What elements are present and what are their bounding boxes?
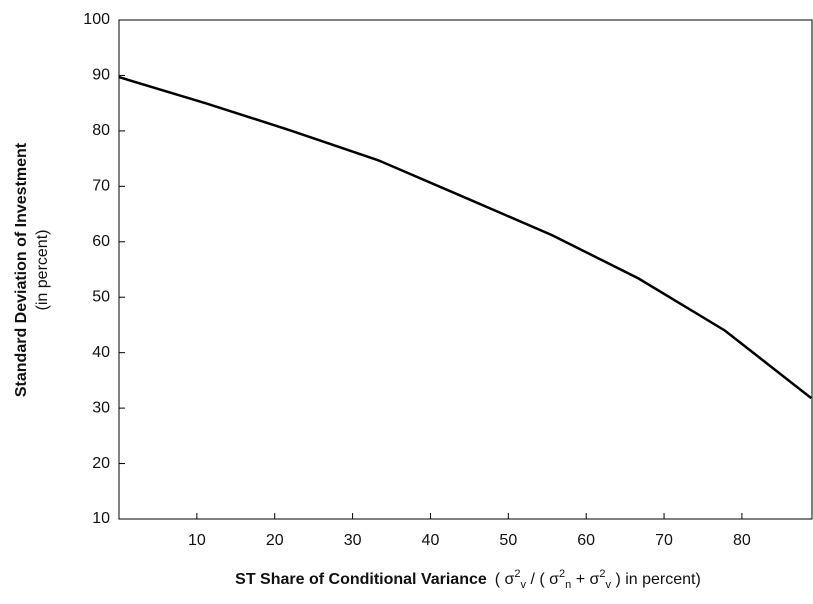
x-label-part: 2	[599, 568, 605, 580]
x-label-part: 2	[514, 568, 520, 580]
y-tick-label: 40	[92, 344, 110, 361]
x-label-part: n	[565, 579, 571, 591]
x-tick-label: 30	[344, 532, 362, 549]
x-tick-label: 50	[499, 532, 517, 549]
y-tick-label: 100	[83, 11, 110, 28]
x-label-part: ( σ	[495, 571, 515, 588]
x-tick-label: 10	[188, 532, 206, 549]
plot-frame	[118, 19, 813, 520]
x-label-part: ST Share of Conditional Variance	[235, 571, 487, 588]
y-tick-label: 30	[92, 399, 110, 416]
x-label-part: v	[521, 579, 527, 591]
x-label-part: v	[606, 579, 612, 591]
x-tick-label: 20	[266, 532, 284, 549]
x-label-part: + σ	[571, 571, 599, 588]
y-axis-sublabel: (in percent)	[34, 230, 51, 311]
y-tick-label: 10	[92, 510, 110, 527]
y-tick-label: 80	[92, 122, 110, 139]
x-tick-label: 80	[733, 532, 751, 549]
y-tick-label: 50	[92, 288, 110, 305]
x-tick-label: 60	[577, 532, 595, 549]
x-label-part: 2	[559, 568, 565, 580]
y-tick-label: 70	[92, 178, 110, 195]
y-axis-label: Standard Deviation of Investment	[13, 142, 30, 397]
y-tick-label: 90	[92, 67, 110, 84]
x-axis-label: ST Share of Conditional Variance( σ2v / …	[235, 568, 701, 591]
x-tick-label: 40	[422, 532, 440, 549]
x-label-part: / ( σ	[526, 571, 559, 588]
y-tick-label: 60	[92, 233, 110, 250]
x-tick-label: 70	[655, 532, 673, 549]
y-tick-label: 20	[92, 455, 110, 472]
data-line	[118, 75, 812, 400]
x-label-part: ) in percent)	[611, 571, 701, 588]
